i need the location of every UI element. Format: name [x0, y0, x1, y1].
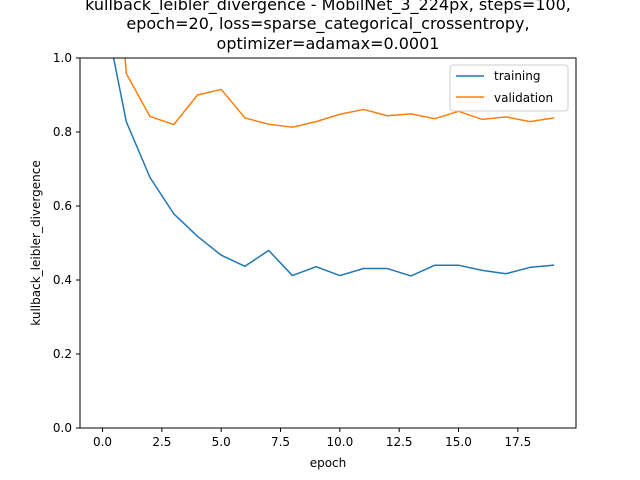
x-tick-label: 2.5 [152, 435, 171, 449]
chart-title-line-1: kullback_leibler_divergence - MobilNet_3… [85, 0, 571, 15]
y-axis-ticks: 0.0 0.2 0.4 0.6 0.8 1.0 [53, 51, 80, 435]
chart-title-line-2: epoch=20, loss=sparse_categorical_crosse… [126, 14, 529, 34]
y-tick-label: 1.0 [53, 51, 72, 65]
x-tick-label: 12.5 [386, 435, 413, 449]
legend: training validation [449, 64, 569, 112]
x-tick-label: 15.0 [445, 435, 472, 449]
x-tick-label: 0.0 [93, 435, 112, 449]
y-tick-label: 0.2 [53, 347, 72, 361]
y-axis-label: kullback_leibler_divergence [29, 160, 43, 325]
plot-frame [79, 57, 577, 429]
y-tick-label: 0.8 [53, 125, 72, 139]
x-tick-label: 5.0 [212, 435, 231, 449]
legend-label-training: training [494, 69, 541, 83]
legend-label-validation: validation [494, 91, 553, 105]
x-tick-label: 17.5 [504, 435, 531, 449]
series-line-training [112, 58, 555, 277]
x-axis-ticks: 0.0 2.5 5.0 7.5 10.0 12.5 15.0 17.5 [93, 428, 531, 449]
y-tick-label: 0.4 [53, 273, 72, 287]
chart-title-line-3: optimizer=adamax=0.0001 [217, 34, 440, 53]
x-tick-label: 7.5 [271, 435, 290, 449]
x-tick-label: 10.0 [327, 435, 354, 449]
series-layer [112, 58, 555, 277]
x-axis-label: epoch [310, 456, 347, 470]
y-tick-label: 0.0 [53, 421, 72, 435]
y-tick-label: 0.6 [53, 199, 72, 213]
series-line-validation [124, 58, 555, 128]
